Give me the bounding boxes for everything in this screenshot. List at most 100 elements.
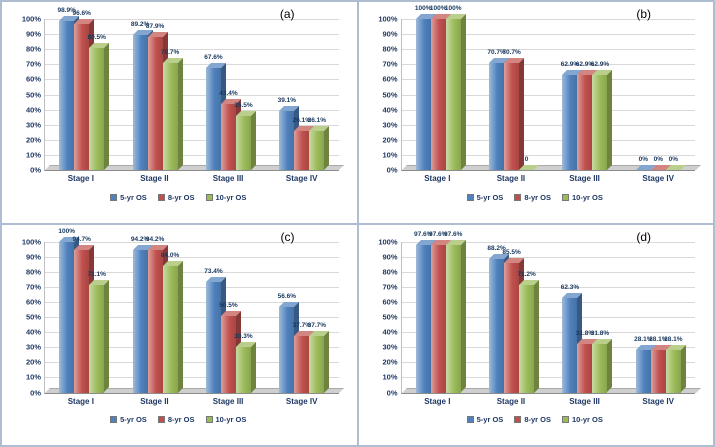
bar-10-yr-os: 80.5% xyxy=(87,34,110,170)
bar-groups: 97.6% 97.6% 97.6% 88.2% 85.5% 71.2% 62.3% 31.8%… xyxy=(402,231,696,393)
bar-5-yr-os: 88.2% xyxy=(487,245,510,393)
gridline xyxy=(401,241,695,243)
bar-8-yr-os: 97.6% xyxy=(429,231,451,393)
bar-value-label: 96.6% xyxy=(72,10,91,18)
bar-value-label: 0% xyxy=(653,156,664,163)
y-tick-label: 80% xyxy=(382,44,398,54)
y-tick-label: 100% xyxy=(378,14,398,24)
legend-item: 5-yr OS xyxy=(466,192,504,202)
gridline xyxy=(401,109,695,111)
bar-value-label: 100% xyxy=(58,227,75,235)
bar-10-yr-os: 62.9% xyxy=(591,61,613,170)
bar-5-yr-os: 39.1% xyxy=(278,97,300,170)
bar-groups: 100% 100% 100% 70.7% 70.7% 0 62.9% 62.9% 62.9% 0%… xyxy=(402,5,696,170)
y-tick-label: 20% xyxy=(25,135,41,145)
gridline xyxy=(401,34,695,36)
bar-value-label: 50.5% xyxy=(219,302,238,310)
x-axis-label: Stage IV xyxy=(642,174,674,183)
legend-label: 8-yr OS xyxy=(524,415,551,424)
gridline xyxy=(45,154,339,156)
bar-10-yr-os: 35.5% xyxy=(234,102,256,170)
bar-10-yr-os: 30.3% xyxy=(234,333,256,393)
bar-side-face xyxy=(460,14,466,170)
plot-area: 0% 10% 20% 30% 40% 50% 60% 70% 80% 90% 100% 98.9% 96… xyxy=(22,7,344,175)
bar-5-yr-os: 62.9% xyxy=(561,61,583,170)
legend-item: 5-yr OS xyxy=(466,415,503,424)
bar-group: 89.2% 87.9% 70.7% xyxy=(118,19,191,170)
x-axis: Stage I Stage II Stage III Stage IV xyxy=(401,174,696,187)
y-tick-label: 70% xyxy=(382,59,398,69)
bar-5-yr-os: 62.3% xyxy=(561,284,583,393)
x-axis-label: Stage I xyxy=(424,174,451,183)
bar-8-yr-os: 94.2% xyxy=(146,236,168,393)
bar-side-face xyxy=(460,240,466,393)
gridline xyxy=(401,332,695,334)
legend-swatch xyxy=(205,193,213,201)
gridline xyxy=(45,19,339,20)
bar-value-label: 98.9% xyxy=(57,6,76,14)
bar-group: 62.3% 31.8% 31.8% xyxy=(548,242,621,393)
legend-swatch xyxy=(466,416,474,423)
legend-item: 5-yr OS xyxy=(110,415,147,424)
bar-group: 56.6% 37.7% 37.7% xyxy=(265,242,338,393)
y-tick-label: 10% xyxy=(25,372,41,382)
bar-group: 98.9% 96.6% 80.5% xyxy=(45,7,118,170)
chart-panel-a: (a) 0% 10% 20% 30% 40% 50% 60% 70% 80% 90% 100% 98.… xyxy=(2,2,357,223)
bar-value-label: 84.0% xyxy=(160,251,180,259)
bar-value-label: 85.5% xyxy=(502,249,521,257)
gridline xyxy=(401,139,695,141)
chart-panel-b: (b) 0% 10% 20% 30% 40% 50% 60% 70% 80% 90% 100% 100… xyxy=(358,2,713,223)
y-tick-label: 30% xyxy=(25,120,41,130)
legend-swatch xyxy=(205,416,213,423)
y-tick-label: 100% xyxy=(21,14,41,24)
x-axis-label: Stage II xyxy=(496,396,526,406)
legend-label: 8-yr OS xyxy=(167,415,195,424)
bar-value-label: 100% xyxy=(444,5,462,12)
bar-5-yr-os: 28.1% xyxy=(634,336,656,393)
y-tick-label: 80% xyxy=(382,267,398,277)
gridline xyxy=(45,241,339,243)
x-axis-label: Stage I xyxy=(67,396,94,406)
bar-5-yr-os: 100% xyxy=(58,228,80,393)
bar-5-yr-os: 67.6% xyxy=(204,54,226,170)
bar-value-label: 67.6% xyxy=(204,53,223,61)
bar-8-yr-os: 96.6% xyxy=(72,10,95,170)
y-tick-label: 60% xyxy=(25,297,41,307)
bar-10-yr-os: 100% xyxy=(445,5,466,170)
plot-area: 0% 10% 20% 30% 40% 50% 60% 70% 80% 90% 100% 100% 100… xyxy=(378,5,700,175)
legend-item: 10-yr OS xyxy=(562,193,603,202)
legend-swatch xyxy=(157,193,165,201)
bar-value-label: 97.6% xyxy=(413,231,433,239)
y-tick-label: 50% xyxy=(25,90,41,99)
y-tick-label: 10% xyxy=(25,150,41,160)
bar-8-yr-os: 85.5% xyxy=(502,249,525,393)
bar-side-face xyxy=(250,341,256,393)
bar-5-yr-os: 94.2% xyxy=(131,236,153,393)
bar-value-label: 56.6% xyxy=(277,293,297,301)
legend-swatch xyxy=(562,416,569,423)
x-axis-label: Stage IV xyxy=(642,396,674,406)
bar-value-label: 62.3% xyxy=(560,284,580,292)
bar-8-yr-os: 43.4% xyxy=(219,90,241,170)
gridline xyxy=(401,19,695,20)
plot-area: 0% 10% 20% 30% 40% 50% 60% 70% 80% 90% 100% 100% 94.… xyxy=(22,228,344,397)
gridline xyxy=(401,286,695,288)
bar-group: 70.7% 70.7% 0 xyxy=(475,19,548,170)
bar-side-face xyxy=(324,125,330,170)
gridline xyxy=(45,64,339,66)
gridline xyxy=(45,109,339,111)
gridline xyxy=(45,34,339,36)
legend-item: 10-yr OS xyxy=(205,193,246,202)
bar-value-label: 70.7% xyxy=(487,49,506,57)
legend-label: 5-yr OS xyxy=(476,192,504,202)
x-axis-label: Stage I xyxy=(424,396,451,406)
bar-8-yr-os: 31.8% xyxy=(576,330,598,393)
legend-swatch xyxy=(157,416,165,423)
gridline xyxy=(45,362,339,364)
gridline xyxy=(45,301,339,303)
legend-item: 10-yr OS xyxy=(562,415,603,424)
bar-value-label: 37.7% xyxy=(307,321,327,329)
legend-swatch xyxy=(110,416,118,423)
bar-8-yr-os: 100% xyxy=(430,5,451,170)
